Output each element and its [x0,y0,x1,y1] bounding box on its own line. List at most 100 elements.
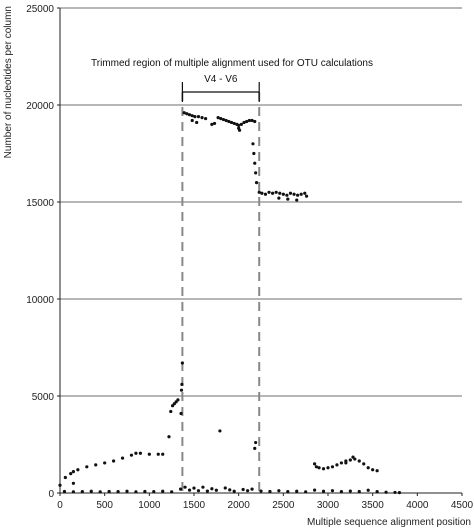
data-point-0-60 [254,181,259,185]
data-point-0-59 [254,171,258,175]
data-point-0-123 [228,488,232,492]
y-tick-label-15000: 15000 [26,198,54,209]
data-point-0-40 [219,116,223,121]
data-point-0-41 [221,117,226,122]
x-tick-label-3000: 3000 [317,500,340,511]
data-point-0-132 [295,489,299,493]
data-point-0-125 [241,487,245,492]
data-point-0-135 [321,489,326,493]
data-point-0-86 [326,466,330,470]
data-point-0-111 [161,489,165,493]
data-point-0-27 [182,111,186,115]
data-point-0-70 [278,191,282,195]
data-point-0-138 [348,489,352,493]
data-point-0-115 [187,488,192,492]
data-point-0-93 [357,459,361,463]
data-point-0-97 [375,469,379,473]
data-point-0-28 [185,112,189,116]
data-point-0-35 [190,118,194,123]
data-point-0-116 [192,486,196,490]
data-point-0-55 [237,128,242,132]
data-point-0-112 [170,490,174,494]
data-point-0-51 [247,118,251,123]
data-point-0-137 [339,490,343,494]
data-point-0-65 [260,191,264,195]
data-point-0-91 [348,458,352,462]
data-point-0-94 [362,462,366,466]
data-point-0-30 [190,114,194,118]
data-point-0-126 [246,489,250,493]
data-point-0-5 [94,463,98,467]
x-tick-label-3500: 3500 [362,500,385,511]
data-point-0-103 [89,489,93,493]
x-tick-label-0: 0 [57,500,63,511]
data-point-0-63 [254,440,258,445]
data-point-0-36 [195,120,199,125]
data-point-0-0 [58,483,62,487]
data-point-0-108 [134,490,138,494]
data-point-0-83 [314,465,318,469]
data-point-0-9 [129,453,134,457]
data-point-0-75 [296,193,300,197]
axes [59,8,462,494]
data-point-0-3 [76,468,80,472]
data-point-0-6 [103,461,107,465]
data-point-0-140 [366,488,370,492]
data-point-0-2 [69,472,73,476]
data-point-0-32 [196,115,201,119]
x-tick-label-4500: 4500 [451,500,474,511]
data-point-0-61 [218,429,222,433]
data-point-0-120 [210,487,214,491]
data-point-0-29 [187,113,192,117]
data-point-0-121 [214,488,218,492]
data-point-0-33 [200,116,204,120]
data-point-0-44 [229,120,234,125]
data-point-0-18 [169,409,173,414]
data-point-0-43 [227,119,231,124]
data-point-0-143 [393,490,397,495]
data-point-0-13 [156,452,160,456]
data-point-0-72 [285,193,289,197]
data-point-0-14 [161,452,165,456]
data-point-0-24 [180,382,184,386]
y-tick-labels: 0 5000 10000 15000 20000 25000 [26,4,60,500]
data-point-0-57 [252,151,256,156]
data-point-0-26 [179,411,183,416]
data-point-0-22 [176,398,180,402]
data-point-0-114 [183,485,187,489]
data-point-0-73 [288,191,293,195]
data-point-0-142 [384,490,388,494]
data-point-0-85 [321,467,326,471]
y-tick-label-10000: 10000 [26,295,54,306]
data-point-0-50 [245,119,249,124]
data-point-0-139 [357,489,361,494]
data-point-0-39 [216,116,220,120]
y-tick-label-5000: 5000 [32,392,55,403]
data-point-0-42 [224,118,228,123]
data-point-0-52 [250,118,254,123]
data-point-0-119 [205,489,209,493]
data-point-0-96 [371,468,375,472]
data-point-0-109 [143,489,147,494]
data-point-0-64 [257,190,261,194]
data-point-0-118 [201,485,205,489]
data-point-0-48 [239,122,243,126]
data-point-0-11 [138,451,142,455]
data-point-0-31 [193,115,197,119]
data-point-0-117 [196,489,201,493]
data-point-0-45 [232,121,236,126]
data-point-0-79 [277,196,281,200]
data-point-0-104 [98,490,102,494]
data-point-0-68 [271,191,275,195]
data-point-0-101 [71,490,75,494]
data-point-0-134 [313,488,317,492]
data-point-0-17 [167,435,171,439]
data-point-0-76 [299,192,303,196]
data-point-0-107 [125,489,129,493]
x-tick-label-2500: 2500 [272,500,295,511]
data-point-0-1 [63,475,67,480]
grid-lines [60,7,462,397]
data-point-0-69 [274,190,278,194]
data-point-0-23 [179,388,184,392]
data-point-0-128 [259,489,263,493]
